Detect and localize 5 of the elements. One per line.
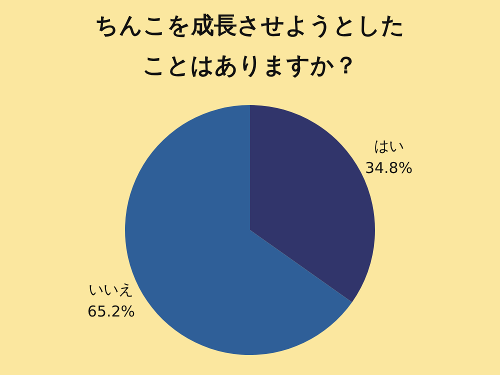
slice-label: いいえ [88,280,134,299]
chart-title: ちんこを成長させようとしたことはありますか？ [94,12,406,81]
data-label: 65.2% [87,302,136,321]
data-label: 34.8% [364,159,413,178]
slice-label: はい [374,137,404,156]
